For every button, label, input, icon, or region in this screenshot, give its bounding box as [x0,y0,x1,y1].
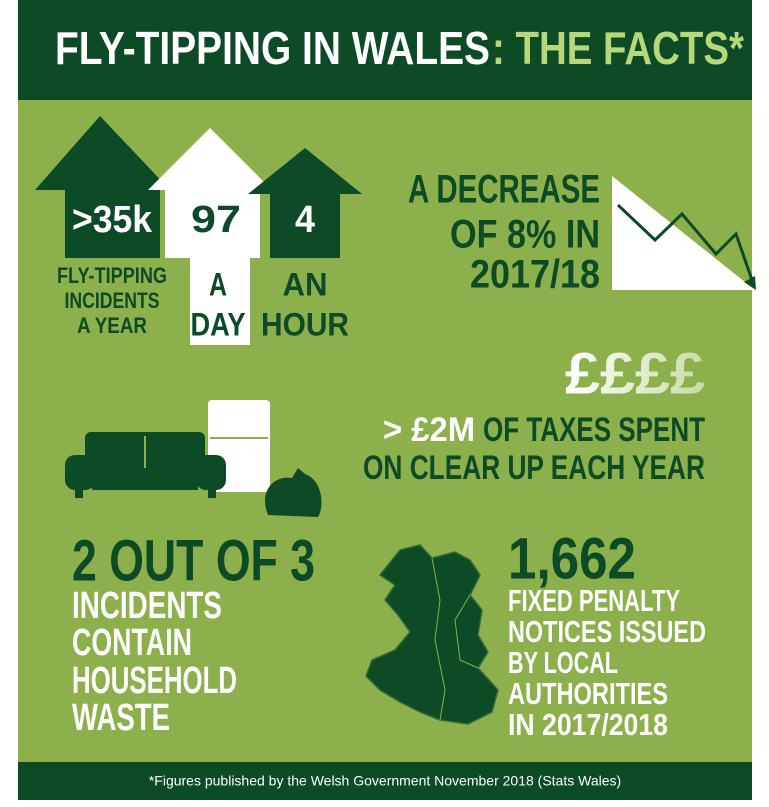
house-body [65,188,160,258]
household-text: WASTE [72,697,170,739]
house-value: 97 [191,199,241,241]
decrease-text: 2017/18 [470,253,600,297]
house-value: >35k [72,199,153,241]
decrease-text: A DECREASE [408,168,600,212]
penalty-text: NOTICES ISSUED [508,614,706,649]
decrease-line [616,203,754,281]
penalty-text: BY LOCAL [508,645,618,680]
household-text: INCIDENTS [72,585,222,627]
house-body [270,192,340,258]
decrease-text: OF 8% IN [450,213,600,257]
house-body [165,188,260,258]
title-accent: : THE FACTS* [492,22,744,74]
decrease-arrow [744,276,756,290]
house-roof [35,116,170,190]
penalty-text: FIXED PENALTY [508,583,680,618]
house-roof [248,148,362,194]
footer-note: *Figures published by the Welsh Governme… [149,773,621,789]
tax-text: ON CLEAR UP EACH YEAR [363,449,705,487]
house-label: DAY [191,306,246,342]
bag-icon [265,468,322,517]
pounds-icon: ££££ [565,341,705,406]
house-label: FLY-TIPPING [57,263,167,288]
sofa-seat [92,468,198,490]
house-label: A YEAR [77,313,147,338]
header-band [18,0,752,100]
household-text: CONTAIN [72,622,192,664]
penalty-headline: 1,662 [508,526,636,591]
penalty-text: AUTHORITIES [508,676,668,711]
title: FLY-TIPPING IN WALES [55,22,490,74]
household-text: HOUSEHOLD [72,660,237,702]
decrease-icon [612,176,755,290]
house-roof [148,128,272,190]
sofa-arm [65,455,95,490]
footer-band [18,762,752,800]
penalty-text: IN 2017/2018 [508,707,668,742]
house-label: INCIDENTS [65,288,160,313]
house-value: 4 [295,199,315,241]
house-label: HOUR [261,306,349,342]
tax-amount: > £2M [383,411,475,449]
tax-text: OF TAXES SPENT [483,411,705,449]
wales-map [365,544,499,725]
map-border [454,594,479,669]
sofa-leg [75,490,83,498]
household-headline: 2 OUT OF 3 [72,528,315,593]
house-label: AN [283,266,328,302]
sofa-arm [196,455,226,490]
map-border [431,557,446,721]
sofa-leg [208,490,216,498]
house-label: A [209,266,227,302]
